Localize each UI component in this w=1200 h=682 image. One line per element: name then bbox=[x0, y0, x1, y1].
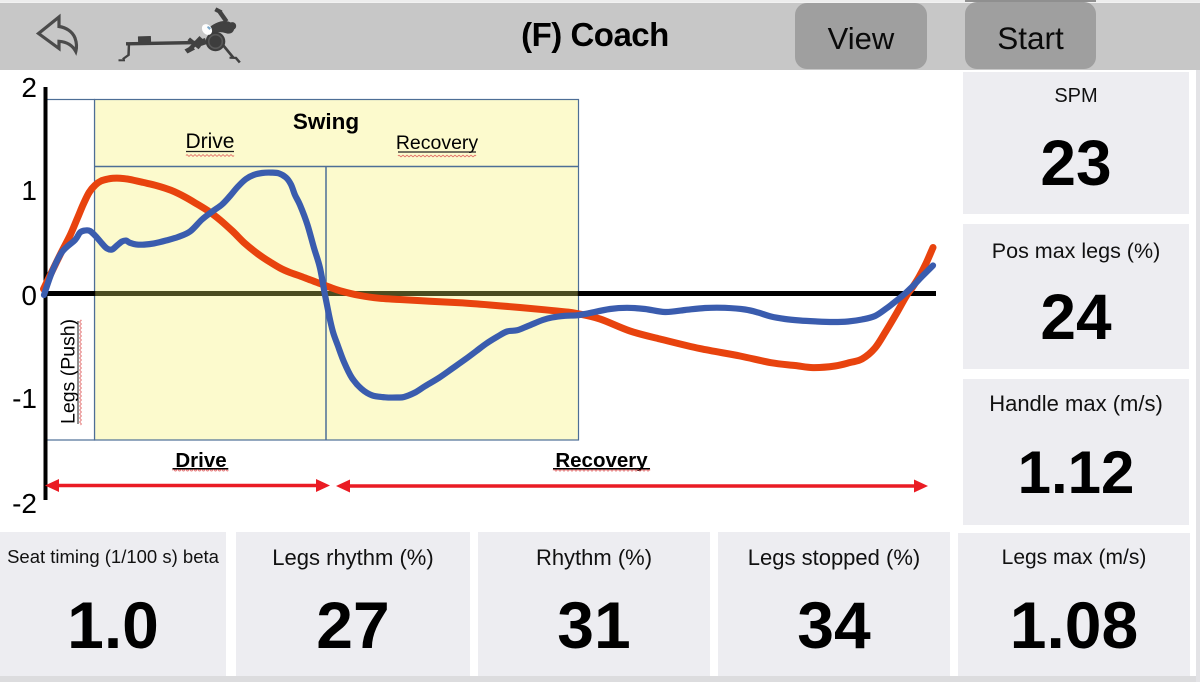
svg-text:-1: -1 bbox=[12, 383, 37, 414]
svg-text:0: 0 bbox=[21, 280, 37, 311]
svg-text:Legs (Push): Legs (Push) bbox=[58, 319, 80, 424]
svg-text:2: 2 bbox=[21, 72, 37, 103]
svg-text:Swing: Swing bbox=[293, 109, 359, 134]
svg-text:Recovery: Recovery bbox=[396, 132, 479, 154]
svg-text:Recovery: Recovery bbox=[555, 449, 648, 472]
svg-text:-2: -2 bbox=[12, 488, 37, 519]
svg-text:1: 1 bbox=[21, 175, 37, 206]
svg-text:Drive: Drive bbox=[175, 449, 226, 472]
svg-text:Drive: Drive bbox=[185, 130, 234, 153]
